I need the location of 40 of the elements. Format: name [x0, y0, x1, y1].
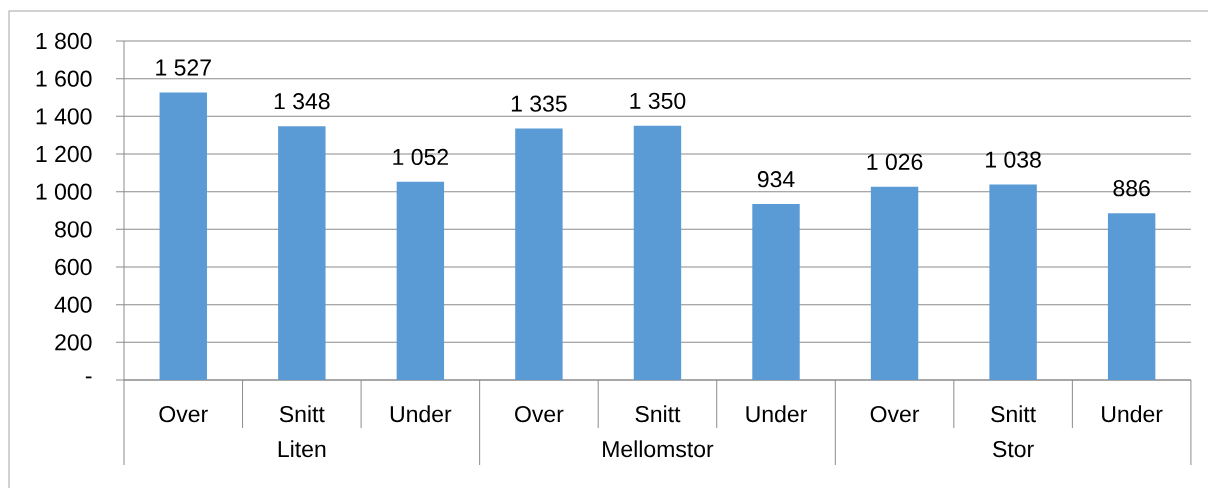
text: Liten: [278, 440, 326, 458]
y-tick-label: 200: [55, 334, 92, 351]
y-tick-label: -: [85, 376, 92, 379]
x-tick-label: Snitt: [635, 405, 681, 423]
x-tick-label: Over: [870, 405, 920, 423]
x-tick-label: Under: [1102, 405, 1163, 423]
data-label: 1 335: [511, 95, 567, 112]
bar: [870, 186, 919, 380]
bar: [396, 181, 445, 380]
text: Stor: [993, 440, 1034, 458]
y-tick-label: 1 400: [36, 108, 92, 125]
x-tick-label: Snitt: [991, 405, 1036, 423]
y-tick-label: 800: [55, 221, 92, 238]
bar: [159, 92, 207, 380]
data-label: 1 527: [156, 59, 211, 76]
data-label: 1 038: [986, 151, 1041, 168]
x-tick-label: Over: [515, 405, 564, 423]
data-label: 934: [757, 171, 795, 188]
x-tick-label: Snitt: [279, 405, 325, 423]
data-label: 1 348: [274, 93, 330, 110]
data-label: 1 026: [867, 153, 923, 170]
text: Mellomstor: [603, 440, 714, 458]
x-tick-label: Over: [159, 405, 208, 423]
x-tick-label: Under: [746, 405, 807, 423]
y-tick-label: 600: [55, 258, 92, 276]
y-tick-label: 1 600: [36, 70, 92, 87]
bar: [752, 204, 800, 380]
y-tick-label: 1 200: [36, 145, 92, 163]
bar: [278, 126, 326, 380]
y-tick-label: 1 800: [36, 32, 92, 50]
bar: [515, 128, 563, 380]
x-tick-label: Under: [390, 405, 452, 423]
bar: [1107, 213, 1156, 380]
data-label: 1 052: [393, 148, 448, 166]
y-tick-label: 400: [54, 296, 92, 313]
data-label: 1 350: [630, 92, 686, 109]
bar: [989, 184, 1037, 380]
y-tick-label: 1 000: [36, 183, 92, 200]
data-label: 886: [1113, 180, 1150, 197]
bar: [633, 125, 682, 380]
